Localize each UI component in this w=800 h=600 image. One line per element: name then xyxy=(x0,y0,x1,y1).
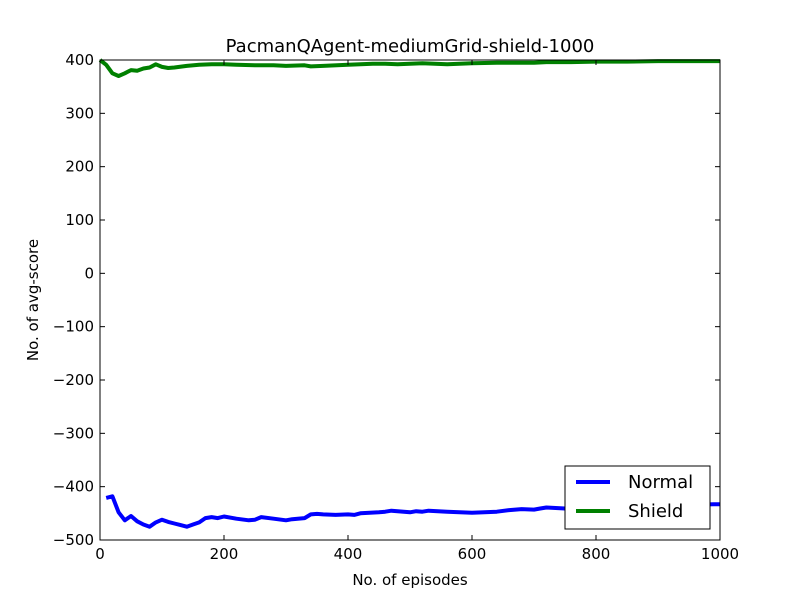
tick-layer: 0 200 400 600 800 10004003002001000−100−200−3… xyxy=(53,51,739,563)
series-line-shield xyxy=(98,58,720,78)
chart-title: PacmanQAgent-mediumGrid-shield-1000 xyxy=(226,36,595,57)
x-tick-label: 200 xyxy=(210,545,239,563)
series-line-normal xyxy=(105,494,720,529)
y-tick-label: −500 xyxy=(53,531,94,549)
legend-box xyxy=(564,465,711,530)
x-tick-label: 400 xyxy=(334,545,363,563)
x-tick-label: 600 xyxy=(458,545,487,563)
y-tick-label: −200 xyxy=(53,371,94,389)
x-tick-label: 800 xyxy=(582,545,611,563)
y-tick-label: 200 xyxy=(65,158,94,176)
y-axis-label: No. of avg-score xyxy=(24,239,42,361)
y-tick-label: 0 xyxy=(84,264,94,282)
y-tick-label: −300 xyxy=(53,424,94,442)
y-tick-label: −100 xyxy=(53,318,94,336)
plot-frame xyxy=(99,59,721,541)
legend: Normal Shield xyxy=(564,465,711,530)
y-tick-label: −400 xyxy=(53,478,94,496)
x-tick-label: 1000 xyxy=(701,545,739,563)
series-layer xyxy=(98,58,720,529)
y-tick-label: 100 xyxy=(65,211,94,229)
legend-label-normal: Normal xyxy=(628,472,693,493)
y-tick-label: 300 xyxy=(65,104,94,122)
legend-label-shield: Shield xyxy=(628,501,683,522)
x-tick-label: 0 xyxy=(95,545,105,563)
x-axis-label: No. of episodes xyxy=(352,571,468,589)
y-tick-label: 400 xyxy=(65,51,94,69)
